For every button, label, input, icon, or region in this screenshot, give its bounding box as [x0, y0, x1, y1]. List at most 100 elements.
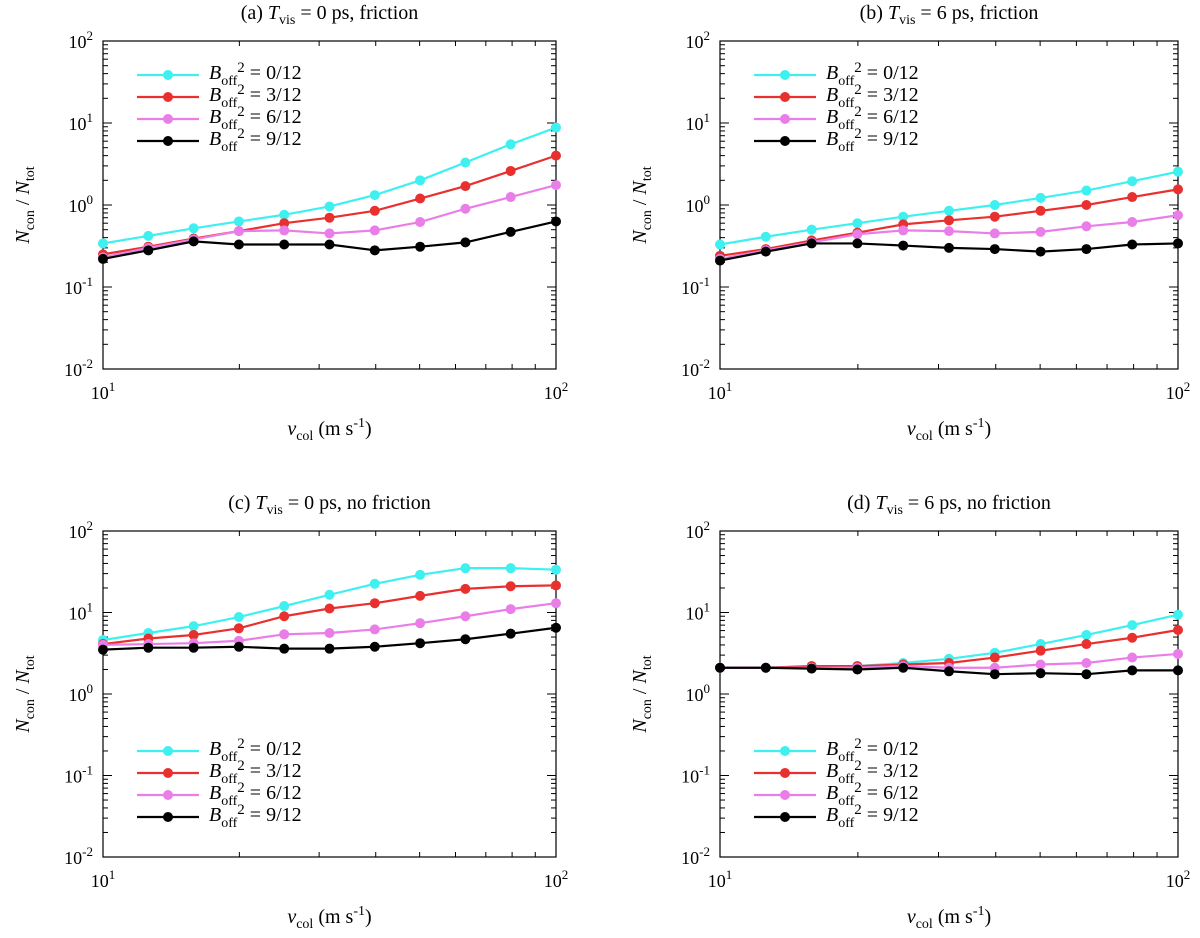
- x-tick-label: 102: [1166, 867, 1191, 891]
- series-line: [715, 238, 1183, 266]
- data-point: [1081, 185, 1092, 196]
- legend-swatch-marker: [163, 92, 173, 102]
- data-point: [1081, 669, 1092, 680]
- data-point: [1035, 668, 1046, 679]
- data-point: [233, 239, 244, 250]
- data-point: [760, 246, 771, 257]
- data-point: [324, 239, 335, 250]
- data-point: [233, 612, 244, 623]
- data-point: [505, 604, 516, 615]
- data-point: [505, 165, 516, 176]
- data-point: [1173, 609, 1183, 620]
- plot-frame: [719, 530, 1179, 858]
- legend-label: Boff2 = 3/12: [826, 82, 919, 111]
- series-line: [98, 122, 561, 249]
- panel-title: (b) Tvis = 6 ps, friction: [860, 2, 1039, 28]
- data-point: [1173, 624, 1183, 635]
- data-point: [188, 236, 199, 247]
- data-point: [98, 238, 108, 249]
- data-point: [943, 205, 954, 216]
- data-point: [279, 611, 290, 622]
- chart-panel-d: (d) Tvis = 6 ps, no friction 10-2 10-1 100 1…: [629, 492, 1190, 932]
- legend-label: Boff2 = 0/12: [826, 736, 919, 765]
- data-point: [188, 621, 199, 632]
- data-point: [369, 245, 380, 256]
- data-point: [1173, 166, 1183, 177]
- x-axis-label: vcol (m s-1): [287, 416, 371, 444]
- data-point: [369, 578, 380, 589]
- data-point: [1127, 239, 1138, 250]
- data-point: [415, 217, 426, 228]
- data-point: [324, 589, 335, 600]
- y-tick-label: 100: [69, 192, 94, 216]
- legend-swatch-marker: [163, 812, 173, 822]
- legend-swatch-marker: [780, 790, 790, 800]
- x-tick-label: 102: [544, 379, 569, 403]
- legend-swatch-marker: [780, 70, 790, 80]
- y-tick-label: 100: [69, 681, 94, 705]
- chart-panel-c: (c) Tvis = 0 ps, no friction 10-2 10-1 100 1…: [12, 492, 568, 932]
- legend-swatch-marker: [780, 746, 790, 756]
- y-tick-label: 10-1: [681, 274, 710, 298]
- legend-swatch-marker: [163, 70, 173, 80]
- y-tick-label: 100: [686, 192, 711, 216]
- data-point: [460, 181, 471, 192]
- y-tick-label: 101: [686, 110, 711, 134]
- chart-panel-b: (b) Tvis = 6 ps, friction 10-2 10-1 100 101 1…: [629, 2, 1190, 444]
- data-point: [852, 238, 863, 249]
- data-point: [1127, 632, 1138, 643]
- data-point: [324, 201, 335, 212]
- data-point: [1173, 184, 1183, 195]
- data-point: [279, 601, 290, 612]
- y-tick-label: 10-2: [64, 844, 93, 868]
- data-point: [415, 241, 426, 252]
- data-point: [1035, 192, 1046, 203]
- data-point: [324, 603, 335, 614]
- legend-label: Boff2 = 3/12: [209, 82, 302, 111]
- data-point: [989, 652, 1000, 663]
- data-point: [143, 642, 154, 653]
- data-point: [1081, 200, 1092, 210]
- data-point: [1127, 620, 1138, 631]
- y-tick-label: 10-2: [64, 356, 93, 380]
- data-point: [460, 634, 471, 645]
- data-point: [551, 598, 561, 609]
- x-tick-label: 102: [1166, 379, 1191, 403]
- data-point: [98, 253, 108, 264]
- legend-label: Boff2 = 6/12: [209, 780, 302, 809]
- data-point: [415, 638, 426, 649]
- legend-swatch-marker: [780, 92, 790, 102]
- data-point: [98, 644, 108, 655]
- legend-swatch-marker: [780, 812, 790, 822]
- data-point: [806, 663, 817, 674]
- data-point: [188, 223, 199, 234]
- data-point: [279, 643, 290, 654]
- data-point: [1081, 658, 1092, 669]
- data-point: [551, 622, 561, 633]
- series-line: [715, 662, 1183, 680]
- data-point: [715, 239, 725, 250]
- y-tick-label: 102: [686, 518, 711, 542]
- data-point: [233, 623, 244, 634]
- data-point: [505, 139, 516, 150]
- data-point: [369, 205, 380, 216]
- chart-panel-a: (a) Tvis = 0 ps, friction 10-2 10-1 100 101 1…: [12, 2, 568, 444]
- data-point: [715, 255, 725, 266]
- data-point: [852, 664, 863, 675]
- plot-frame: [719, 40, 1179, 370]
- data-point: [806, 224, 817, 235]
- data-point: [1127, 176, 1138, 187]
- legend-label: Boff2 = 9/12: [209, 802, 302, 831]
- data-point: [369, 225, 380, 236]
- data-point: [943, 666, 954, 677]
- legend-label: Boff2 = 9/12: [826, 126, 919, 155]
- data-point: [1035, 659, 1046, 670]
- data-point: [460, 611, 471, 622]
- legend-swatch-marker: [163, 746, 173, 756]
- data-point: [415, 618, 426, 629]
- data-point: [1127, 652, 1138, 663]
- series-line: [98, 216, 561, 264]
- data-point: [143, 245, 154, 256]
